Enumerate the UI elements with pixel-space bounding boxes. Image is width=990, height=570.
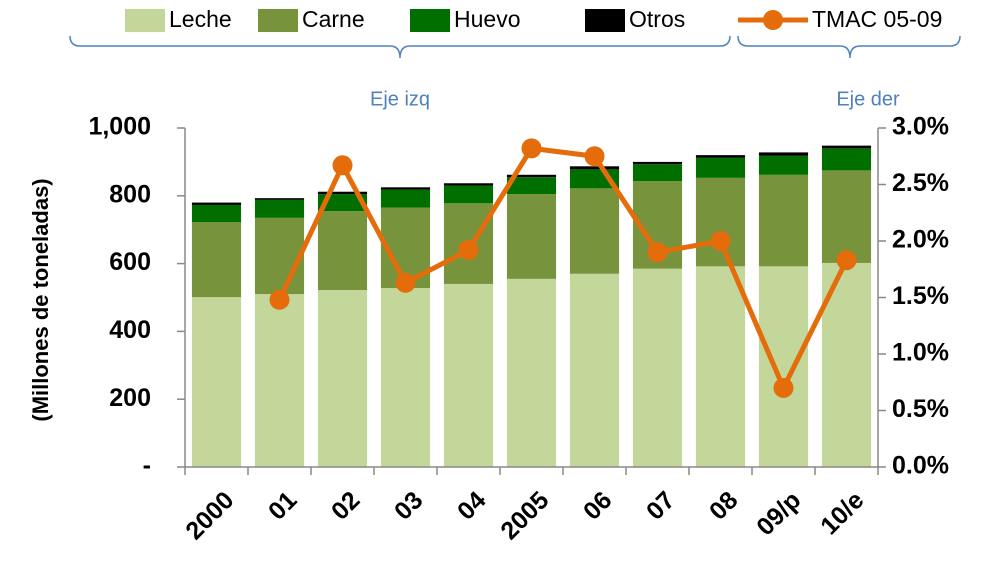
legend-swatch: [410, 9, 450, 32]
x-tick-label: 2005: [495, 486, 554, 545]
brace-left: [69, 35, 731, 59]
line-marker: [269, 289, 290, 310]
bar-segment: [254, 294, 305, 467]
bar-segment: [254, 198, 305, 200]
bar-segment: [695, 157, 746, 178]
annotation: Eje der: [836, 88, 900, 110]
line-marker: [458, 240, 479, 261]
bar-segment: [821, 170, 872, 263]
legend-marker: [763, 10, 783, 30]
bar-segment: [254, 217, 305, 295]
bar-segment: [506, 278, 557, 467]
bar-segment: [758, 152, 809, 156]
x-tick-label: 10/e: [815, 486, 869, 540]
bar-segment: [695, 266, 746, 467]
y-tick-label: 600: [109, 248, 151, 276]
bar-segment: [758, 174, 809, 267]
x-tick-label: 2000: [180, 486, 239, 545]
y2-tick-label: 2.0%: [892, 226, 949, 254]
bar-segment: [758, 266, 809, 467]
y-tick-label: -: [143, 452, 151, 480]
y-tick-label: 400: [109, 316, 151, 344]
brace-right: [737, 35, 961, 59]
legend-label: Leche: [169, 6, 232, 32]
line-marker: [395, 272, 416, 293]
bar-segment: [191, 204, 242, 223]
bar-segment: [380, 187, 431, 190]
line-marker: [584, 146, 605, 167]
legend-label: Huevo: [454, 6, 520, 32]
line-marker: [521, 138, 542, 159]
x-tick-label: 02: [326, 486, 365, 525]
y2-tick-label: 1.0%: [892, 339, 949, 367]
bar-segment: [443, 283, 494, 467]
legend-label: TMAC 05-09: [812, 6, 942, 32]
legend-swatch: [258, 9, 298, 32]
bar-segment: [569, 166, 620, 170]
bar-segment: [758, 155, 809, 175]
bar-segment: [317, 290, 368, 467]
bar-segment: [191, 202, 242, 205]
bar-segment: [443, 183, 494, 186]
line-marker: [773, 377, 794, 398]
x-tick-label: 03: [389, 486, 428, 525]
bar-segment: [443, 185, 494, 204]
line-marker: [710, 231, 731, 251]
legend-label: Carne: [302, 6, 365, 32]
x-tick-label: 07: [641, 486, 680, 525]
bar-segment: [695, 177, 746, 267]
x-tick-label: 06: [578, 486, 617, 525]
line-marker: [332, 155, 353, 176]
bar-segment: [191, 222, 242, 298]
y-axis-label: (Millones de toneladas): [28, 178, 53, 421]
legend-swatch: [585, 9, 625, 32]
bar-segment: [191, 297, 242, 467]
line: [277, 145, 849, 394]
y2-tick-label: 0.5%: [892, 395, 949, 423]
bar-segment: [317, 191, 368, 195]
bar-segment: [632, 164, 683, 182]
bar-segment: [569, 188, 620, 274]
x-tick-label: 04: [452, 486, 492, 526]
y2-tick-label: 0.0%: [892, 452, 949, 480]
bar-segment: [380, 189, 431, 208]
bar-segment: [317, 211, 368, 291]
x-tick-label: 01: [263, 486, 303, 526]
bar-segment: [506, 177, 557, 195]
x-tick-label: 09/p: [751, 486, 806, 541]
y-tick-label: 1,000: [88, 113, 151, 141]
bar-segment: [821, 145, 872, 149]
bar-segment: [506, 174, 557, 178]
bar-segment: [632, 161, 683, 165]
bar-segment: [695, 155, 746, 158]
bar-segment: [821, 148, 872, 171]
bar-segment: [506, 194, 557, 279]
annotation: Eje izq: [370, 88, 430, 110]
legend-label: Otros: [629, 6, 685, 32]
y-tick-label: 200: [109, 384, 151, 412]
line-marker: [836, 250, 857, 271]
bar-segment: [317, 194, 368, 212]
bar-segment: [632, 268, 683, 467]
x-tick-label: 08: [704, 486, 744, 526]
legend-swatch: [125, 9, 165, 32]
bar-segment: [254, 199, 305, 218]
bar-segment: [380, 288, 431, 467]
y2-tick-label: 1.5%: [892, 282, 949, 310]
y2-tick-label: 2.5%: [892, 169, 949, 197]
y-tick-label: 800: [109, 180, 151, 208]
line-marker: [647, 242, 668, 263]
y2-tick-label: 3.0%: [892, 113, 949, 141]
bar-segment: [569, 273, 620, 467]
